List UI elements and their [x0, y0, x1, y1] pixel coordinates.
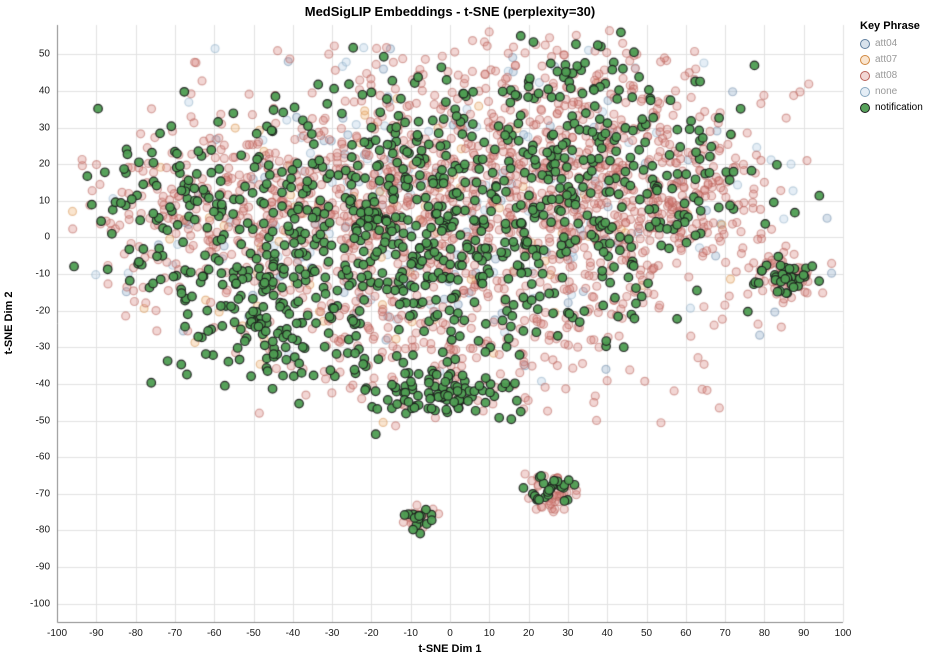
x-tick-label: 20: [523, 628, 535, 639]
x-tick-label: -80: [128, 628, 143, 639]
legend-label: notification: [875, 102, 923, 113]
legend-swatch-att07: [860, 54, 870, 65]
legend-label: none: [875, 86, 898, 97]
x-tick-label: -40: [285, 628, 301, 639]
legend-items: att04 att07 att08 none notification: [860, 38, 936, 113]
legend-title: Key Phrase: [860, 20, 920, 32]
y-tick-label: 50: [38, 48, 50, 60]
y-tick-label: -100: [29, 598, 50, 610]
x-tick-label: -100: [46, 628, 68, 639]
x-tick-label: -30: [324, 628, 340, 639]
y-tick-label: -50: [35, 415, 50, 427]
x-tick-label: -10: [403, 628, 418, 639]
y-tick-label: 0: [44, 231, 50, 243]
y-tick-label: -60: [35, 451, 50, 463]
y-tick-label: 40: [38, 85, 50, 97]
x-tick-label: -50: [246, 628, 261, 639]
x-axis-title: t-SNE Dim 1: [418, 643, 482, 655]
x-tick-label: 60: [680, 628, 692, 639]
x-tick-label: 90: [798, 628, 810, 639]
y-tick-label: -20: [35, 305, 50, 317]
y-tick-label: -40: [35, 378, 50, 390]
legend-item-notification: notification: [860, 102, 936, 113]
legend-label: att07: [875, 54, 898, 65]
legend-item-att07: att07: [860, 54, 936, 65]
y-tick-label: 20: [38, 158, 50, 170]
x-tick-label: 80: [758, 628, 770, 639]
x-tick-label: 0: [447, 628, 453, 639]
legend: Key Phrase att04 att07 att08 none notificati…: [860, 20, 936, 118]
y-tick-label: -30: [35, 341, 50, 353]
legend-swatch-notification: [860, 102, 870, 113]
x-tick-label: -70: [167, 628, 183, 639]
x-tick-label: -60: [206, 628, 222, 639]
y-tick-label: -90: [35, 561, 50, 573]
chart-title: MedSigLIP Embeddings - t-SNE (perplexity…: [304, 4, 596, 19]
x-tick-label: 100: [834, 628, 852, 639]
legend-item-att08: att08: [860, 70, 936, 81]
y-axis-title: t-SNE Dim 2: [3, 291, 15, 355]
legend-swatch-att08: [860, 70, 870, 81]
x-tick-label: -90: [89, 628, 104, 639]
x-tick-label: 40: [601, 628, 613, 639]
x-tick-label: 50: [640, 628, 653, 639]
y-tick-label: -80: [35, 524, 50, 536]
y-tick-label: -70: [35, 488, 50, 500]
x-tick-label: 30: [562, 628, 574, 639]
legend-label: att04: [875, 38, 898, 49]
y-tick-label: 10: [38, 195, 50, 207]
legend-swatch-att04: [860, 38, 870, 49]
legend-label: att08: [875, 70, 898, 81]
legend-item-none: none: [860, 86, 936, 97]
legend-item-att04: att04: [860, 38, 936, 49]
x-tick-label: -20: [364, 628, 379, 639]
x-tick-label: 10: [483, 628, 495, 639]
y-tick-label: 30: [38, 122, 50, 134]
y-tick-label: -10: [35, 268, 50, 280]
legend-swatch-none: [860, 86, 870, 97]
x-tick-label: 70: [719, 628, 731, 639]
